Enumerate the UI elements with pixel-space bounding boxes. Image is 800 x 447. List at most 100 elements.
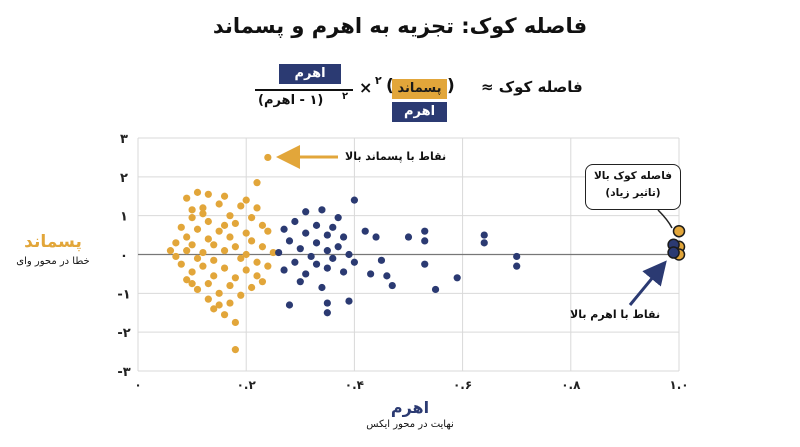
data-point bbox=[350, 258, 358, 266]
data-point bbox=[275, 248, 283, 257]
data-point bbox=[302, 229, 310, 237]
data-point bbox=[204, 295, 212, 303]
data-point bbox=[215, 289, 223, 297]
data-point bbox=[188, 268, 196, 276]
data-point bbox=[302, 208, 310, 216]
formula-lhs: فاصله کوک ≈ bbox=[481, 78, 583, 96]
data-point bbox=[280, 266, 288, 274]
x-tick-label: ۰.۴ bbox=[345, 378, 364, 392]
data-point bbox=[334, 243, 342, 251]
data-point bbox=[258, 221, 267, 229]
data-point bbox=[253, 179, 261, 187]
data-point bbox=[237, 291, 245, 299]
data-point bbox=[323, 231, 331, 239]
data-point bbox=[183, 247, 191, 255]
cooks-distance-formula: فاصله کوک ≈ ) پسماند اهرم ( ۲ × اهرم (۱ … bbox=[255, 60, 583, 130]
data-point bbox=[220, 264, 229, 272]
data-point bbox=[220, 221, 229, 229]
data-point bbox=[312, 260, 321, 268]
data-point bbox=[323, 309, 331, 317]
tick-labels: ۰ ۰.۲ ۰.۴ ۰.۶ ۰.۸ ۱.۰ ۳ ۲ ۱ ۰ -۱ -۲ -۳ bbox=[117, 132, 688, 392]
formula-leverage-term: اهرم bbox=[392, 102, 447, 122]
data-point bbox=[210, 305, 218, 313]
chart-title: فاصله کوک: تجزیه به اهرم و پسماند bbox=[212, 14, 588, 38]
annotation-high-residual: نقاط با پسماند بالا bbox=[345, 150, 447, 163]
data-point bbox=[421, 237, 429, 245]
x-tick-label: ۱.۰ bbox=[669, 378, 688, 392]
data-point bbox=[248, 283, 256, 292]
data-point bbox=[339, 233, 348, 241]
x-axis-label: اهرم نهایت در محور ایکس bbox=[340, 398, 480, 430]
formula-denominator: (۱ - اهرم) bbox=[258, 93, 324, 108]
data-point bbox=[199, 262, 207, 270]
formula-residual-term: پسماند bbox=[392, 79, 447, 99]
data-point bbox=[404, 233, 413, 241]
formula-superscript: ۲ bbox=[375, 74, 382, 87]
data-point bbox=[318, 206, 326, 214]
callout-line-1: فاصله کوک بالا bbox=[593, 170, 673, 182]
data-point bbox=[339, 268, 348, 276]
formula-paren-left: ( bbox=[386, 76, 394, 96]
data-point bbox=[210, 241, 218, 249]
data-point bbox=[318, 283, 326, 292]
y-tick-label: ۲ bbox=[120, 171, 128, 186]
data-point bbox=[421, 260, 429, 268]
x-tick-label: ۰.۶ bbox=[453, 378, 472, 392]
data-point bbox=[210, 256, 218, 264]
data-point bbox=[361, 227, 369, 235]
formula-fraction-bar bbox=[255, 89, 353, 91]
data-point bbox=[377, 256, 386, 264]
callout-pointer bbox=[657, 209, 673, 229]
data-point bbox=[193, 188, 202, 196]
data-point bbox=[193, 285, 202, 294]
data-point bbox=[220, 247, 229, 255]
x-tick-label: ۰.۸ bbox=[561, 378, 581, 392]
high-influence-point bbox=[667, 246, 680, 259]
data-point bbox=[372, 233, 380, 241]
data-points bbox=[166, 153, 686, 354]
data-point bbox=[183, 194, 191, 202]
data-point bbox=[312, 221, 321, 229]
callout-line-2: (تاثیر زیاد) bbox=[605, 187, 661, 199]
data-point bbox=[329, 223, 337, 231]
data-point bbox=[307, 252, 315, 261]
data-point bbox=[253, 204, 261, 212]
annotation-high-leverage: نقاط با اهرم بالا bbox=[570, 308, 661, 321]
y-tick-label: ۱ bbox=[120, 210, 128, 225]
data-point bbox=[242, 266, 250, 274]
data-point bbox=[345, 297, 353, 305]
data-point bbox=[383, 272, 391, 280]
arrow-to-high-leverage bbox=[628, 260, 667, 306]
data-point bbox=[204, 217, 212, 226]
data-point bbox=[177, 223, 185, 231]
data-point bbox=[388, 281, 396, 290]
data-point bbox=[226, 212, 234, 220]
formula-times: × bbox=[359, 78, 373, 97]
data-point bbox=[199, 210, 207, 218]
high-influence-point bbox=[672, 224, 686, 238]
data-point bbox=[302, 270, 310, 278]
y-tick-label: -۱ bbox=[117, 287, 130, 302]
data-point bbox=[323, 264, 331, 272]
data-point bbox=[199, 204, 207, 212]
x-tick-label: ۰ bbox=[134, 378, 141, 392]
data-point bbox=[323, 247, 331, 255]
data-point bbox=[204, 280, 212, 288]
data-point bbox=[231, 243, 239, 251]
data-point bbox=[220, 311, 229, 319]
data-point bbox=[210, 272, 218, 280]
data-point bbox=[264, 227, 272, 235]
data-point bbox=[453, 274, 461, 282]
data-point bbox=[231, 219, 239, 228]
data-point bbox=[264, 153, 272, 162]
data-point bbox=[253, 258, 261, 266]
data-point bbox=[204, 190, 212, 198]
data-point bbox=[312, 239, 321, 247]
data-point bbox=[367, 270, 375, 278]
data-point bbox=[345, 250, 353, 259]
data-point bbox=[480, 231, 488, 239]
data-point bbox=[334, 214, 342, 222]
annotation-arrows bbox=[276, 145, 673, 306]
data-point bbox=[215, 301, 223, 309]
data-point bbox=[323, 299, 331, 307]
